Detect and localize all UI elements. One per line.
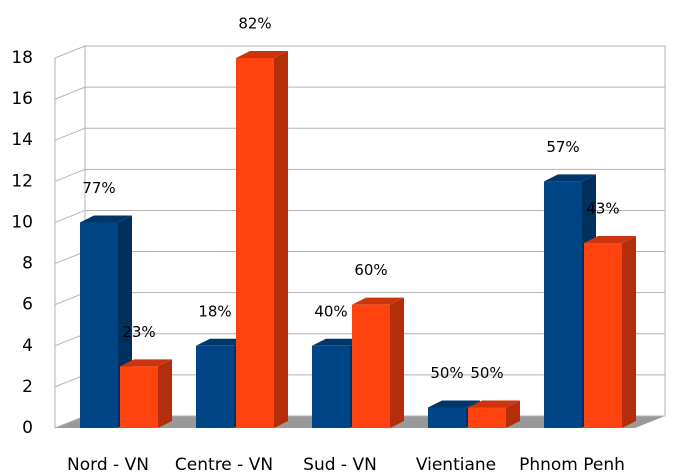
bar [584,236,636,428]
bar-front [468,407,506,428]
bar-front [352,304,390,428]
grid-line [54,168,665,182]
bar-top [80,215,132,223]
bar-front [120,366,158,428]
bar [236,51,288,428]
bar-front [584,243,622,428]
bar-front [544,181,582,428]
x-tick-label: Vientiane [416,455,496,475]
y-tick-label: 8 [22,254,33,274]
bar [120,359,172,428]
data-label: 43% [586,200,619,218]
bar [468,400,520,428]
bar-front [428,407,466,428]
y-tick-label: 16 [11,89,33,109]
data-label: 18% [198,302,231,320]
bar-top [352,297,404,305]
bar-top [196,338,248,346]
y-tick-label: 10 [11,212,33,232]
bar-side [622,236,636,428]
x-tick-label: Centre - VN [175,455,273,475]
y-tick-label: 14 [11,130,33,150]
bar-top [236,51,288,58]
x-tick-label: Nord - VN [67,455,149,475]
y-tick-label: 18 [11,48,33,68]
bar-top [428,400,480,408]
bar-top [544,174,596,182]
bar-top [312,338,364,346]
y-tick-label: 0 [22,418,33,438]
data-label: 23% [122,323,155,341]
grid-line [54,86,665,100]
data-label: 57% [546,138,579,156]
bar-top [120,359,172,367]
bar-side [390,297,404,428]
y-tick-label: 12 [11,171,33,191]
data-label: 60% [354,261,387,279]
data-label: 82% [238,15,271,33]
y-tick-label: 2 [22,377,33,397]
y-tick-label: 4 [22,336,33,356]
data-label: 40% [314,302,347,320]
grid-line [54,45,665,59]
bar-side [274,51,288,428]
x-tick-label: Phnom Penh [519,455,625,475]
bar-top [468,400,520,408]
bar [352,297,404,428]
bar-front [80,222,118,428]
x-tick-label: Sud - VN [303,455,377,475]
data-label: 77% [82,179,115,197]
bar-front [312,345,350,428]
y-tick-label: 6 [22,295,33,315]
data-label: 50% [470,364,503,382]
grid-line [54,209,665,223]
bar-side [158,359,172,428]
bar-front [236,58,274,428]
data-label: 50% [430,364,463,382]
bar-side [506,400,520,428]
bar-top [584,236,636,243]
grid-line [54,127,665,141]
bar-front [196,345,234,428]
